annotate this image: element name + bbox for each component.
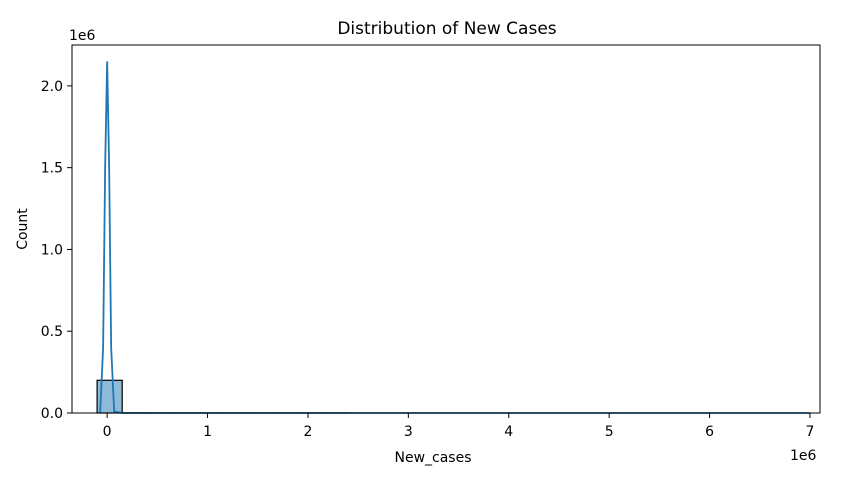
y-tick-label: 1.0: [41, 242, 63, 258]
y-axis-ticks: 0.0 0.5 1.0 1.5 2.0: [41, 79, 72, 422]
x-offset-label: 1e6: [790, 448, 817, 464]
plot-area-frame: [71, 44, 821, 414]
x-tick-label: 7: [805, 424, 814, 440]
kde-line: [99, 61, 810, 414]
chart-title: Distribution of New Cases: [337, 19, 556, 39]
histogram-bars: [96, 379, 349, 414]
x-tick-label: 0: [103, 424, 112, 440]
y-axis-label: Count: [15, 208, 31, 250]
x-axis-label: New_cases: [394, 450, 471, 466]
x-tick-label: 1: [203, 424, 212, 440]
x-tick-label: 4: [504, 424, 513, 440]
y-tick-label: 1.5: [41, 161, 63, 177]
x-tick-label: 5: [605, 424, 614, 440]
x-tick-label: 3: [404, 424, 413, 440]
x-axis-ticks: 0 1 2 3 4 5 6 7: [103, 413, 814, 440]
y-offset-label: 1e6: [69, 28, 96, 44]
x-tick-label: 2: [303, 424, 312, 440]
y-tick-label: 2.0: [41, 79, 63, 95]
y-tick-label: 0.0: [41, 406, 63, 422]
y-tick-label: 0.5: [41, 324, 63, 340]
x-tick-label: 6: [705, 424, 714, 440]
